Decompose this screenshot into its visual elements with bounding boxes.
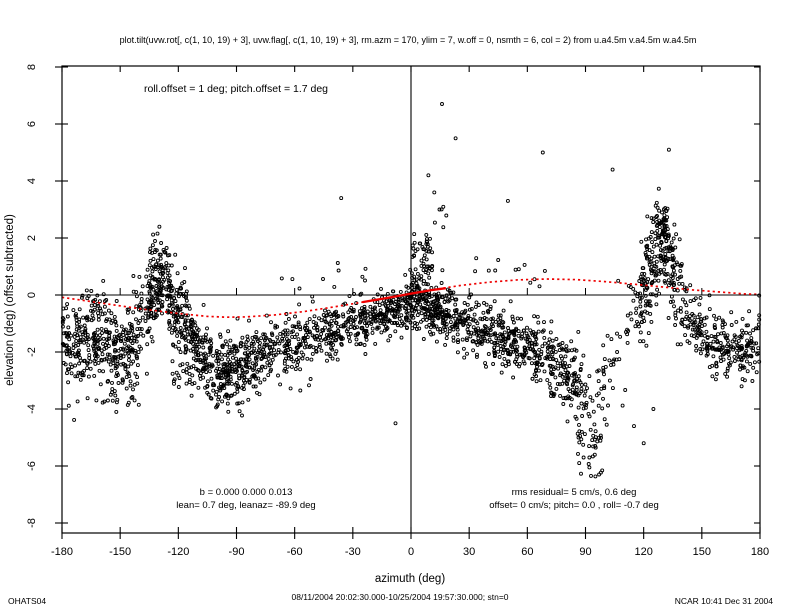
fit-curve-dotted — [61, 278, 761, 319]
axis-tick-labels: -180 -150 -120 -90 -60 -30 0 30 60 90 120 150 180-8-… — [26, 64, 769, 558]
x-tick-label: -120 — [167, 546, 189, 558]
footer-time-range: 08/11/2004 20:02:30.000-10/25/2004 19:57… — [291, 592, 508, 602]
lean-annotation: lean= 0.7 deg, leanaz= -89.9 deg — [176, 500, 315, 511]
x-tick-label: 0 — [408, 546, 414, 558]
y-axis-label: elevation (deg) (offset subtracted) — [4, 214, 16, 386]
y-tick-label: 2 — [26, 235, 38, 241]
x-tick-label: 180 — [751, 546, 769, 558]
y-tick-label: 6 — [26, 121, 38, 127]
rms-annotation: rms residual= 5 cm/s, 0.6 deg — [512, 487, 637, 498]
y-tick-label: 8 — [26, 64, 38, 70]
x-tick-label: -60 — [287, 546, 303, 558]
x-tick-label: -30 — [345, 546, 361, 558]
x-tick-label: -90 — [229, 546, 245, 558]
footer-ncar-stamp: NCAR 10:41 Dec 31 2004 — [675, 596, 774, 606]
plot-box — [61, 65, 761, 534]
x-tick-label: 120 — [634, 546, 652, 558]
x-tick-label: 90 — [579, 546, 591, 558]
x-tick-label: 150 — [693, 546, 711, 558]
x-axis-label: azimuth (deg) — [375, 573, 445, 585]
y-tick-label: -4 — [26, 404, 38, 414]
b-coeff-annotation: b = 0.000 0.000 0.013 — [200, 487, 293, 498]
footer-project-id: OHATS04 — [8, 596, 46, 606]
x-tick-label: 30 — [463, 546, 475, 558]
x-tick-label: -180 — [51, 546, 73, 558]
offset-annotation: offset= 0 cm/s; pitch= 0.0 , roll= -0.7 … — [489, 500, 659, 511]
plot-title: plot.tilt(uvw.rot[, c(1, 10, 19) + 3], u… — [120, 35, 697, 45]
y-tick-label: -2 — [26, 347, 38, 357]
x-tick-label: -150 — [109, 546, 131, 558]
x-tick-label: 60 — [521, 546, 533, 558]
scatter-points — [60, 102, 762, 479]
y-tick-label: -8 — [26, 518, 38, 528]
offsets-annotation: roll.offset = 1 deg; pitch.offset = 1.7 … — [144, 83, 328, 95]
y-tick-label: 0 — [26, 292, 38, 298]
y-tick-label: -6 — [26, 461, 38, 471]
y-tick-label: 4 — [26, 178, 38, 184]
